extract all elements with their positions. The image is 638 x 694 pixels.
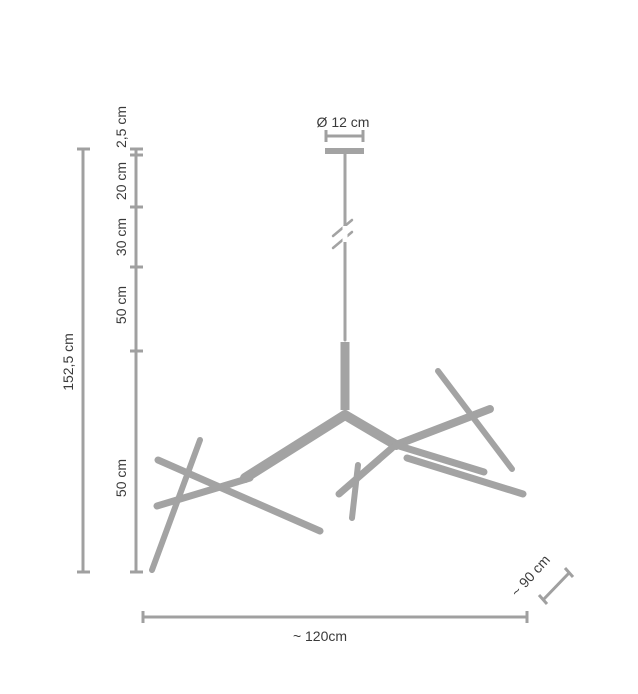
canopy-diameter-dimension: Ø 12 cm (317, 114, 370, 142)
depth-dimension: ~ 90 cm (508, 552, 575, 605)
depth-label: ~ 90 cm (508, 552, 553, 600)
total-height-dimension: 152,5 cm (60, 147, 90, 574)
total-height-label: 152,5 cm (60, 333, 76, 391)
segment-label-lower: 50 cm (113, 286, 129, 324)
segment-label-top: 20 cm (113, 162, 129, 200)
canopy (325, 148, 364, 154)
width-label: ~ 120cm (293, 628, 347, 644)
width-dimension: ~ 120cm (141, 611, 529, 644)
segment-label-canopy: 2,5 cm (113, 106, 129, 148)
segment-height-dimension: 2,5 cm 20 cm 30 cm 50 cm 50 cm (113, 106, 143, 574)
segment-label-body: 50 cm (113, 459, 129, 497)
canopy-diameter-label: Ø 12 cm (317, 114, 370, 130)
segment-label-mid: 30 cm (113, 218, 129, 256)
chandelier-drawing (149, 148, 527, 573)
